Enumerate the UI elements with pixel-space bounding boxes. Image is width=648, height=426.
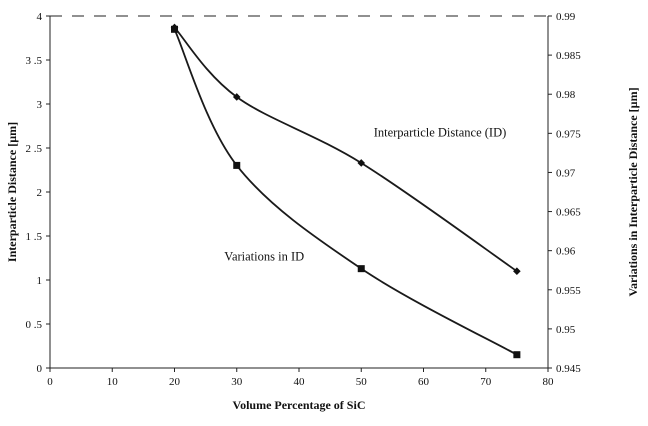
series-annotation: Variations in ID xyxy=(224,250,304,264)
x-tick-label: 30 xyxy=(231,376,243,388)
left-y-tick-label: 3 .5 xyxy=(26,55,43,67)
right-y-tick-label: 0.945 xyxy=(556,363,581,375)
x-tick-label: 60 xyxy=(418,376,430,388)
x-tick-label: 10 xyxy=(107,376,119,388)
left-y-axis-title: Interparticle Distance [µm] xyxy=(5,122,19,262)
variations-id-line xyxy=(173,28,518,356)
left-y-tick-label: 0 xyxy=(37,363,43,375)
right-y-tick-label: 0.98 xyxy=(556,89,576,101)
x-tick-label: 80 xyxy=(543,376,555,388)
right-y-tick-label: 0.97 xyxy=(556,167,576,179)
left-y-tick-label: 0 .5 xyxy=(26,319,43,331)
right-y-tick-label: 0.955 xyxy=(556,285,581,297)
right-y-axis-title: Variations in Interparticle Distance [µm… xyxy=(626,87,640,296)
x-tick-label: 0 xyxy=(47,376,53,388)
x-tick-label: 50 xyxy=(356,376,368,388)
right-y-tick-label: 0.965 xyxy=(556,207,581,219)
frame xyxy=(49,15,549,369)
variations-id-point xyxy=(233,161,241,169)
left-y-axis-ticks: 0 0 .5 1 1 .5 2 2 .5 3 3 .5 4 xyxy=(26,11,50,375)
variations-id-point xyxy=(357,265,365,273)
interparticle-distance-point xyxy=(232,93,241,101)
interparticle-distance-point xyxy=(513,267,521,275)
right-y-tick-label: 0.975 xyxy=(556,128,581,140)
x-axis-title: Volume Percentage of SiC xyxy=(233,398,366,412)
left-y-tick-label: 1 xyxy=(37,275,43,287)
left-y-tick-label: 2 .5 xyxy=(26,143,43,155)
interparticle-distance-point xyxy=(357,159,366,167)
left-y-tick-label: 2 xyxy=(37,187,43,199)
right-y-tick-label: 0.985 xyxy=(556,50,581,62)
x-tick-label: 70 xyxy=(480,376,492,388)
interparticle-distance-line xyxy=(173,26,518,272)
x-tick-label: 40 xyxy=(294,376,306,388)
right-y-tick-label: 0.96 xyxy=(556,246,576,258)
x-axis-ticks: 0 10 20 30 40 50 60 70 80 xyxy=(47,368,554,388)
right-y-tick-label: 0.95 xyxy=(556,324,576,336)
annotation-layer: Interparticle Distance (ID) Variations in… xyxy=(224,126,506,264)
left-y-tick-label: 1 .5 xyxy=(26,231,43,243)
series-layer xyxy=(170,23,521,359)
variations-id-point xyxy=(513,351,521,359)
x-tick-label: 20 xyxy=(169,376,181,388)
left-y-tick-label: 3 xyxy=(37,99,43,111)
left-y-tick-label: 4 xyxy=(37,11,43,23)
right-y-axis-ticks: 0.945 0.95 0.955 0.96 0.965 0.97 0.975 0.98 0.98… xyxy=(548,11,581,375)
variations-id-point xyxy=(171,25,178,33)
series-annotation: Interparticle Distance (ID) xyxy=(374,126,507,140)
right-y-tick-label: 0.99 xyxy=(556,11,576,23)
